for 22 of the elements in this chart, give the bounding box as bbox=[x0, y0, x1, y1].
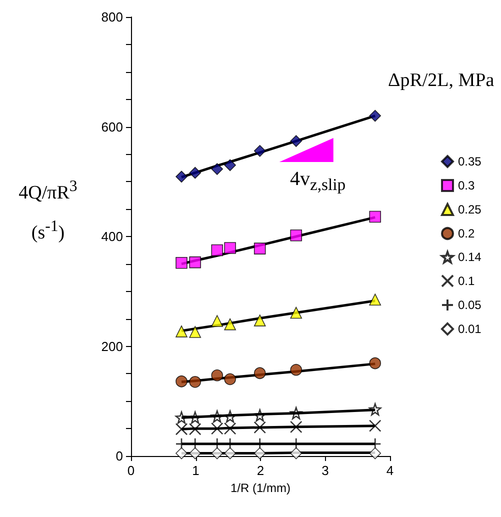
legend-label: 0.05 bbox=[458, 298, 482, 312]
legend-label: 0.35 bbox=[458, 154, 482, 168]
legend-label: 0.14 bbox=[458, 250, 482, 264]
y-tick-label: 600 bbox=[101, 119, 123, 134]
legend-label: 0.1 bbox=[458, 274, 476, 288]
y-tick-label: 0 bbox=[116, 448, 123, 464]
x-tick-label: 0 bbox=[127, 463, 135, 478]
y-tick-label: 800 bbox=[101, 10, 123, 24]
x-tick-label: 4 bbox=[386, 463, 394, 478]
legend-label: 0.25 bbox=[458, 202, 482, 216]
annotation: 4v$_{z,slip}$ bbox=[290, 168, 346, 195]
x-tick-label: 3 bbox=[322, 463, 329, 478]
x-tick-label: 2 bbox=[256, 463, 264, 478]
y-tick-label: 400 bbox=[101, 229, 123, 244]
legend-label: 0.3 bbox=[458, 178, 476, 192]
y-tick-label: 200 bbox=[101, 338, 123, 354]
x-axis-title: 1/R (1/mm) bbox=[230, 481, 291, 495]
legend-label: 0.2 bbox=[458, 226, 476, 240]
legend-label: 0.01 bbox=[458, 322, 482, 336]
x-tick-label: 1 bbox=[192, 463, 200, 478]
text: 4Q/πR$^{3}$ (s$^{-1}$) bbox=[18, 178, 78, 244]
legend-title: ΔpR/2L, MPa bbox=[388, 70, 496, 92]
